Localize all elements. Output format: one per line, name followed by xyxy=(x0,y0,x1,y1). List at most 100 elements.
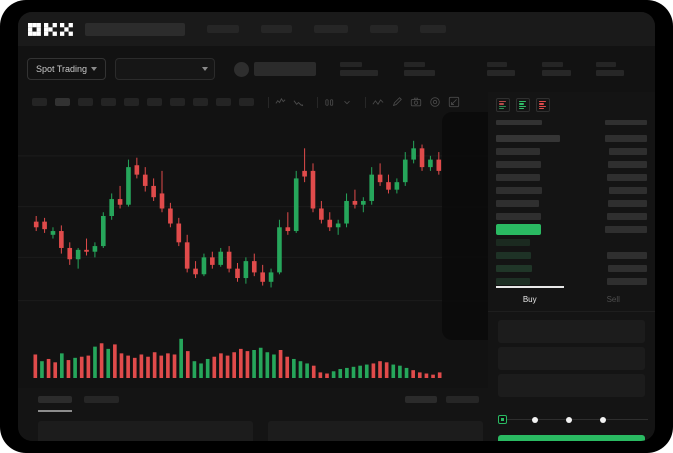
draw-pencil-icon[interactable] xyxy=(391,96,403,108)
timeframe-7[interactable] xyxy=(170,98,185,106)
bottom-tab-order-history[interactable] xyxy=(84,396,119,403)
chart-toolbar xyxy=(18,92,655,112)
timeframe-6[interactable] xyxy=(147,98,162,106)
timeframe-2[interactable] xyxy=(55,98,70,106)
timeframe-9[interactable] xyxy=(216,98,231,106)
order-row-price xyxy=(496,161,541,168)
order-book-bid-row[interactable] xyxy=(496,249,647,262)
spot-trading-label: Spot Trading xyxy=(36,64,88,74)
order-form-tabs: Buy Sell xyxy=(488,286,655,312)
active-tab-underline xyxy=(38,410,72,412)
order-book-bid-row[interactable] xyxy=(496,262,647,275)
order-book-panel: Buy Sell xyxy=(488,92,655,441)
order-book-ask-row[interactable] xyxy=(496,145,647,158)
bottom-card-1[interactable] xyxy=(38,421,253,441)
bottom-tab-open-orders[interactable] xyxy=(38,396,72,403)
token-avatar xyxy=(234,61,250,77)
toolbar-divider xyxy=(365,96,366,108)
slider-handle[interactable] xyxy=(498,415,507,424)
order-price-field[interactable] xyxy=(498,320,645,343)
nav-item-5[interactable] xyxy=(420,25,446,33)
candlestick-chart[interactable] xyxy=(18,112,488,330)
order-book-ask-row[interactable] xyxy=(496,210,647,223)
chevron-down-icon xyxy=(91,67,98,71)
timeframe-3[interactable] xyxy=(78,98,93,106)
column-header-price xyxy=(496,120,542,125)
order-book-ask-row[interactable] xyxy=(496,171,647,184)
stat-label xyxy=(542,62,564,67)
camera-snapshot-icon[interactable] xyxy=(410,96,422,108)
app-screen: Spot Trading xyxy=(18,12,655,441)
order-book-bid-row[interactable] xyxy=(496,236,647,249)
bottom-action-1[interactable] xyxy=(405,396,437,403)
settings-gear-icon[interactable] xyxy=(429,96,441,108)
order-row-amount xyxy=(607,278,647,285)
bottom-action-2[interactable] xyxy=(446,396,479,403)
order-row-price xyxy=(496,200,539,207)
slider-stop-25[interactable] xyxy=(532,416,538,423)
timeframe-5[interactable] xyxy=(124,98,139,106)
order-row-price xyxy=(496,213,541,220)
top-navigation-bar xyxy=(18,12,655,46)
order-entry-form xyxy=(498,320,645,401)
percent-amount-slider[interactable] xyxy=(498,414,648,426)
nav-item-4[interactable] xyxy=(370,25,398,33)
order-row-price xyxy=(496,252,531,259)
stat-24h-low xyxy=(542,62,572,76)
timeframe-4[interactable] xyxy=(101,98,116,106)
column-header-amount xyxy=(605,120,647,125)
orderbook-mode-asks[interactable] xyxy=(536,98,550,112)
timeframe-10[interactable] xyxy=(239,98,254,106)
order-book-bid-row[interactable] xyxy=(496,275,647,288)
indicators-icon[interactable] xyxy=(324,97,335,108)
slider-stop-50[interactable] xyxy=(566,416,572,423)
order-book-spread-row[interactable] xyxy=(496,223,647,236)
order-row-price xyxy=(496,135,560,142)
chevron-down-icon[interactable] xyxy=(342,97,352,107)
okx-wordmark-logo[interactable] xyxy=(28,22,74,36)
nav-item-3[interactable] xyxy=(314,25,348,33)
order-book-ask-row[interactable] xyxy=(496,158,647,171)
spread-price-highlight xyxy=(496,224,541,235)
order-book-rows xyxy=(496,132,647,288)
trend-line-icon[interactable] xyxy=(372,97,384,108)
timeframe-8[interactable] xyxy=(193,98,208,106)
stat-label xyxy=(404,62,426,67)
order-row-amount xyxy=(609,187,647,194)
order-row-amount xyxy=(608,200,647,207)
slider-stop-75[interactable] xyxy=(600,416,606,423)
orders-bottom-panel xyxy=(18,388,488,441)
order-book-ask-row[interactable] xyxy=(496,132,647,145)
orderbook-mode-bids[interactable] xyxy=(516,98,530,112)
order-book-ask-row[interactable] xyxy=(496,184,647,197)
stat-last-price xyxy=(340,62,379,76)
stat-value xyxy=(542,70,572,76)
tab-buy[interactable]: Buy xyxy=(488,286,572,311)
pair-sub-header: Spot Trading xyxy=(18,46,655,92)
search-input[interactable] xyxy=(85,22,185,36)
orderbook-mode-both[interactable] xyxy=(496,98,510,112)
timeframe-1[interactable] xyxy=(32,98,47,106)
nav-item-1[interactable] xyxy=(207,25,239,33)
order-total-field[interactable] xyxy=(498,374,645,397)
stat-label xyxy=(596,62,617,67)
stat-24h-change xyxy=(404,62,436,76)
slider-track xyxy=(502,419,648,420)
toolbar-divider xyxy=(317,96,318,108)
fullscreen-icon[interactable] xyxy=(448,96,460,108)
tab-sell[interactable]: Sell xyxy=(606,295,620,304)
order-row-price xyxy=(496,265,532,272)
stat-24h-volume xyxy=(596,62,625,76)
order-amount-field[interactable] xyxy=(498,347,645,370)
nav-item-2[interactable] xyxy=(261,25,292,33)
spot-trading-mode-button[interactable]: Spot Trading xyxy=(27,58,107,80)
order-row-price xyxy=(496,278,530,285)
volume-histogram[interactable] xyxy=(18,330,488,388)
bottom-card-2[interactable] xyxy=(268,421,483,441)
candlestick-chart-icon[interactable] xyxy=(275,97,286,108)
pair-select-dropdown[interactable] xyxy=(115,58,216,80)
line-chart-icon[interactable] xyxy=(293,97,304,108)
order-book-ask-row[interactable] xyxy=(496,197,647,210)
toolbar-divider xyxy=(268,96,269,108)
submit-order-button[interactable] xyxy=(498,435,645,441)
